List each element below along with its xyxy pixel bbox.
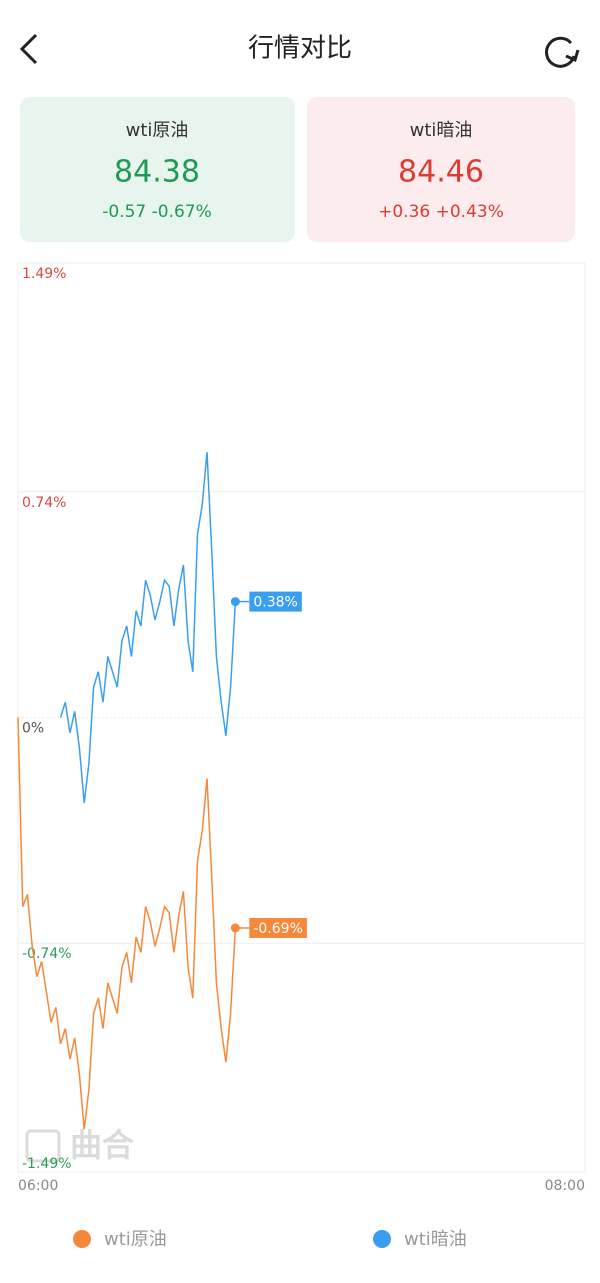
watermark-text: 曲合 xyxy=(70,1126,134,1164)
series-line xyxy=(17,717,237,1130)
legend-marker xyxy=(373,1230,391,1248)
x-tick-label: 08:00 xyxy=(545,1178,585,1194)
card-price: 84.38 xyxy=(114,155,200,190)
legend-label: wti原油 xyxy=(104,1229,167,1250)
refresh-arrow xyxy=(565,49,580,63)
x-tick-label: 06:00 xyxy=(18,1178,58,1194)
card-change: +0.36 +0.43% xyxy=(378,202,504,222)
card[interactable] xyxy=(307,97,575,242)
y-tick-label: -0.74% xyxy=(22,946,72,962)
y-tick-label: 0.74% xyxy=(22,495,66,511)
y-tick-label: 0% xyxy=(22,721,44,737)
y-tick-label: -1.49% xyxy=(22,1156,72,1172)
card-name: wti暗油 xyxy=(410,120,473,141)
refresh-icon xyxy=(545,36,576,68)
card-change: -0.57 -0.67% xyxy=(102,202,212,222)
back-button[interactable] xyxy=(19,33,38,65)
value-label-bg xyxy=(249,917,307,938)
series-line xyxy=(59,452,237,803)
refresh-button[interactable] xyxy=(545,36,580,68)
card-name: wti原油 xyxy=(126,120,189,141)
value-label: 0.38% xyxy=(253,595,297,611)
legend-marker xyxy=(73,1230,91,1248)
value-label-bg xyxy=(249,591,302,612)
page-title: 行情对比 xyxy=(248,34,352,64)
card-price: 84.46 xyxy=(398,155,484,190)
legend-label: wti暗油 xyxy=(404,1229,467,1250)
card[interactable] xyxy=(20,97,295,242)
watermark-icon xyxy=(25,1129,61,1163)
value-label: -0.69% xyxy=(253,921,303,937)
watermark: 曲合 xyxy=(25,1126,134,1164)
y-tick-label: 1.49% xyxy=(22,266,66,282)
